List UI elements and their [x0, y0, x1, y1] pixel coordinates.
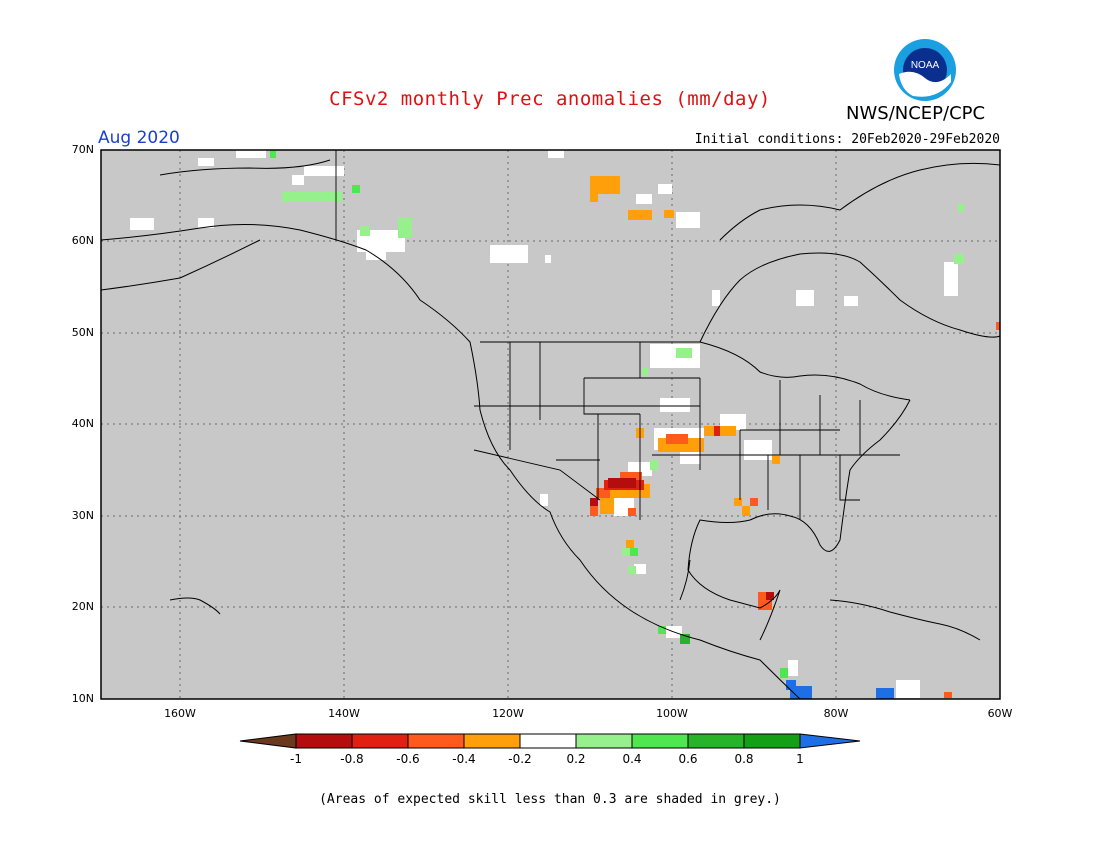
colorbar-bin [743, 733, 801, 749]
colorbar-label: 0.8 [734, 752, 754, 766]
colorbar-high-arrow [799, 733, 861, 749]
colorbar-label: 0.6 [678, 752, 698, 766]
noaa-logo-icon: NOAA [894, 39, 956, 101]
gridlines [101, 150, 1000, 699]
colorbar-label: -0.8 [340, 752, 364, 766]
colorbar-label: -0.4 [452, 752, 476, 766]
lon-label: 80W [823, 707, 849, 720]
lat-label: 40N [71, 417, 94, 430]
lat-label: 50N [71, 326, 94, 339]
state-borders [335, 150, 900, 520]
colorbar-bin [351, 733, 409, 749]
lon-label: 60W [987, 707, 1013, 720]
coastlines [100, 159, 1001, 700]
map-background [101, 150, 1000, 699]
lon-label: 120W [492, 707, 524, 720]
lon-label: 160W [164, 707, 196, 720]
valid-month: Aug 2020 [98, 128, 180, 148]
colorbar-bin [687, 733, 745, 749]
colorbar-bin [575, 733, 633, 749]
colorbar-low-arrow [239, 733, 297, 749]
colorbar-bin [295, 733, 353, 749]
colorbar-label: 1 [796, 752, 804, 766]
skill-footnote: (Areas of expected skill less than 0.3 a… [319, 792, 781, 807]
logo-text: NOAA [911, 60, 940, 71]
colorbar-label: 0.2 [566, 752, 586, 766]
lon-label: 100W [656, 707, 688, 720]
colorbar-label: -0.2 [508, 752, 532, 766]
initial-conditions: Initial conditions: 20Feb2020-29Feb2020 [694, 132, 1000, 147]
colorbar-bin [463, 733, 521, 749]
lon-label: 140W [328, 707, 360, 720]
lat-label: 20N [71, 600, 94, 613]
colorbar-bin [631, 733, 689, 749]
lat-label: 70N [71, 143, 94, 156]
colorbar-bin [519, 733, 577, 749]
map-title: CFSv2 monthly Prec anomalies (mm/day) [329, 88, 771, 110]
colorbar [239, 733, 861, 749]
colorbar-label: -0.6 [396, 752, 420, 766]
lat-label: 30N [71, 509, 94, 522]
colorbar-label: 0.4 [622, 752, 642, 766]
map-frame [100, 149, 1001, 700]
colorbar-bin [407, 733, 465, 749]
lat-label: 60N [71, 234, 94, 247]
lat-label: 10N [71, 692, 94, 705]
colorbar-label: -1 [290, 752, 302, 766]
agency-label: NWS/NCEP/CPC [846, 103, 986, 124]
